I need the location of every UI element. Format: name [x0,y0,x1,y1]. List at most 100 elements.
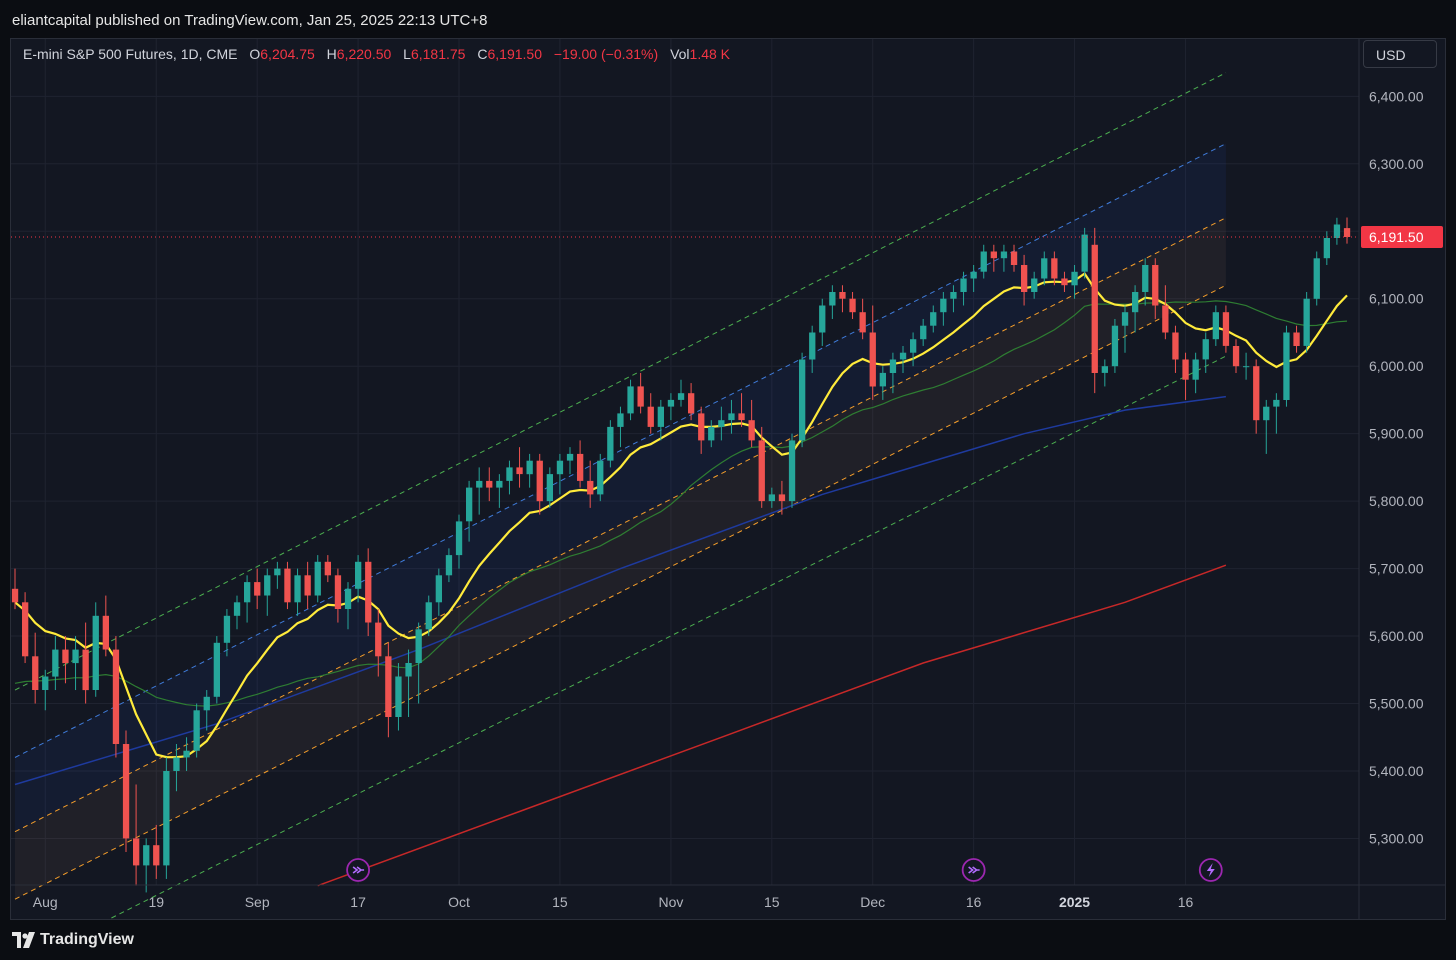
tradingview-logo-icon [12,932,35,948]
candle-body [1293,332,1300,346]
candle-body [698,413,705,441]
candle-body [102,615,109,650]
candle-body [1273,399,1280,407]
price-tick-label: 5,600.00 [1369,628,1424,644]
publisher-line: eliantcapital published on TradingView.c… [12,12,488,29]
candle-body [556,460,564,475]
candle-body [1303,298,1310,346]
open-value: 6,204.75 [260,46,315,62]
candle-body [385,656,392,717]
low-value: 6,181.75 [410,46,466,62]
price-tick-label: 6,100.00 [1369,291,1424,307]
vol-label: Vol [670,46,690,62]
event-lightning-icon[interactable] [1198,858,1223,882]
candle-body [829,292,836,306]
candle-body [577,453,584,481]
candle-body [425,602,432,630]
open-label: O [249,46,261,62]
candle-body [910,339,917,353]
time-tick-label: 17 [350,894,366,910]
candle-body [405,663,412,677]
candle-body [264,575,271,596]
price-tick-label: 6,300.00 [1369,156,1424,172]
candles [11,217,1351,893]
candle-body [849,298,856,313]
candle-body [1152,265,1159,306]
brand-name: TradingView [40,931,134,948]
candle-body [143,845,150,866]
candle-body [284,568,291,603]
candle-body [244,582,251,603]
candle-body [415,629,422,663]
candle-body [1313,258,1320,299]
last-price-tag-bg [1361,226,1443,249]
candle-body [476,480,483,488]
currency-button[interactable]: USD [1363,40,1437,68]
candle-body [728,413,735,421]
candle-body [1031,278,1038,292]
channel-line-orange-lower [14,284,1227,900]
candle-body [153,845,160,866]
candle-body [677,393,685,400]
candle-body [466,487,473,522]
candle-body [1142,265,1149,292]
candle-body [940,298,947,313]
candle-body [667,399,675,407]
candle-body [254,582,261,596]
candle-body [859,312,866,333]
price-tick-label: 6,000.00 [1369,358,1424,374]
price-tick-label: 5,300.00 [1369,830,1424,846]
channel-middle-fill [15,217,1226,900]
candle-body [193,710,200,751]
candle-body [395,676,402,717]
candle-body [1091,244,1098,373]
chart-panel[interactable]: 5,300.00 5,400.00 5,500.00 5,600.00 5,700.00… [10,38,1446,920]
event-bolt-glyph [1206,863,1215,877]
last-price-label: 6,191.50 [1369,229,1424,245]
candle-body [657,406,664,427]
vol-value: 1.48 K [689,46,731,62]
candle-body [889,359,897,373]
candle-body [1253,366,1260,421]
candle-body [133,838,140,866]
candle-body [22,602,29,657]
channel-line-green-upper [14,72,1227,691]
candle-body [627,386,634,414]
sma-red-line [317,564,1227,887]
candle-body [314,561,321,596]
candle-body [163,771,170,866]
channel-upper-fill [15,143,1226,832]
candle-body [1222,312,1230,346]
event-dividend-icon[interactable] [346,858,370,882]
candle-body [980,251,987,272]
candle-body [748,420,755,441]
candle-body [183,750,190,758]
candle-body [92,615,99,690]
sma-blue-line [14,395,1226,786]
time-tick-label: 16 [966,894,982,910]
candle-body [355,561,362,589]
candle-body [294,575,301,603]
candle-body [516,467,523,475]
candle-body [1162,305,1169,333]
channel-line-orange-upper [14,217,1227,833]
candle-body [970,271,977,279]
symbol-name[interactable]: E-mini S&P 500 Futures, 1D, CME [23,46,238,62]
candle-body [819,305,826,333]
candle-body [809,332,816,360]
candle-body [526,460,533,475]
candle-body [1101,366,1108,373]
candle-body [375,622,382,657]
candle-body [122,744,130,839]
chart-canvas[interactable]: 5,300.00 5,400.00 5,500.00 5,600.00 5,700.00… [11,39,1445,919]
candle-body [1212,312,1219,340]
price-tick-label: 5,500.00 [1369,696,1424,712]
candle-body [597,460,604,495]
time-tick-label: Nov [658,894,683,910]
candle-body [1061,278,1068,286]
channel-line-blue-upper [14,143,1227,758]
event-dividend-icon[interactable] [961,858,986,882]
close-label: C [477,46,488,62]
brand[interactable]: TradingView [12,930,134,950]
time-tick-label: Sep [245,894,270,910]
